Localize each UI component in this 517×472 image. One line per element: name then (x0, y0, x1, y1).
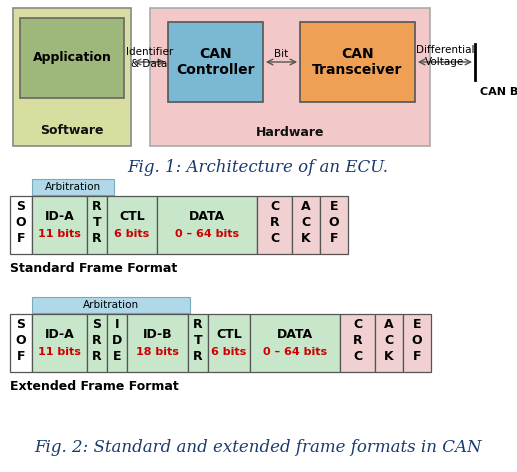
Text: E: E (413, 318, 421, 330)
Text: Controller: Controller (176, 63, 255, 77)
Text: Transceiver: Transceiver (312, 63, 403, 77)
Bar (300, 22, 415, 102)
Bar (375, 314, 403, 372)
Text: 18 bits: 18 bits (136, 347, 179, 357)
Text: E: E (113, 349, 121, 362)
Text: R: R (92, 334, 102, 346)
Bar (32, 314, 87, 372)
Text: F: F (330, 231, 338, 244)
Text: ID-A: ID-A (44, 210, 74, 222)
Text: 6 bits: 6 bits (114, 229, 149, 239)
Text: C: C (353, 318, 362, 330)
Bar (250, 314, 340, 372)
Text: A: A (301, 200, 311, 212)
Text: Software: Software (40, 125, 104, 137)
Text: Voltage: Voltage (425, 57, 465, 67)
Bar (208, 314, 250, 372)
Text: S: S (17, 200, 25, 212)
Text: CTL: CTL (216, 328, 242, 340)
Text: CAN: CAN (341, 47, 374, 61)
Text: R: R (193, 318, 203, 330)
Text: 0 – 64 bits: 0 – 64 bits (175, 229, 239, 239)
Text: O: O (16, 216, 26, 228)
Text: F: F (17, 349, 25, 362)
Bar (157, 196, 257, 254)
Text: O: O (412, 334, 422, 346)
Bar (13, 8, 131, 146)
Bar (320, 196, 348, 254)
Text: T: T (194, 334, 202, 346)
Bar (107, 314, 127, 372)
Text: Hardware: Hardware (256, 126, 324, 138)
Bar (127, 314, 188, 372)
Bar (168, 22, 263, 102)
Text: 6 bits: 6 bits (211, 347, 247, 357)
Bar (10, 314, 32, 372)
Text: K: K (301, 231, 311, 244)
Bar (292, 196, 320, 254)
Text: R: R (353, 334, 362, 346)
Bar (32, 196, 87, 254)
Text: Fig. 2: Standard and extended frame formats in CAN: Fig. 2: Standard and extended frame form… (34, 439, 482, 456)
Text: R: R (193, 349, 203, 362)
Text: Arbitration: Arbitration (45, 182, 101, 192)
Text: DATA: DATA (189, 210, 225, 222)
Text: C: C (270, 200, 279, 212)
Bar (188, 314, 208, 372)
Text: F: F (413, 349, 421, 362)
Text: Application: Application (33, 51, 112, 65)
Bar (10, 196, 32, 254)
Text: & Data: & Data (131, 59, 168, 69)
Text: 11 bits: 11 bits (38, 347, 81, 357)
Text: Standard Frame Format: Standard Frame Format (10, 262, 177, 275)
Text: R: R (92, 200, 102, 212)
Text: DATA: DATA (277, 328, 313, 340)
Bar (150, 8, 430, 146)
Text: 11 bits: 11 bits (38, 229, 81, 239)
Text: R: R (270, 216, 279, 228)
Bar (32, 297, 190, 313)
Text: C: C (270, 231, 279, 244)
Text: R: R (92, 231, 102, 244)
Bar (257, 196, 292, 254)
Text: R: R (92, 349, 102, 362)
Bar (87, 196, 107, 254)
Bar (340, 314, 375, 372)
Bar (107, 196, 157, 254)
Text: Fig. 1: Architecture of an ECU.: Fig. 1: Architecture of an ECU. (128, 160, 388, 177)
Text: Identifier: Identifier (126, 47, 173, 57)
Text: 0 – 64 bits: 0 – 64 bits (263, 347, 327, 357)
Text: A: A (384, 318, 394, 330)
Text: T: T (93, 216, 101, 228)
Text: C: C (385, 334, 393, 346)
Text: F: F (17, 231, 25, 244)
Text: Bit: Bit (275, 49, 288, 59)
Text: E: E (330, 200, 338, 212)
Text: C: C (301, 216, 311, 228)
Bar (403, 314, 431, 372)
Text: CAN Bus: CAN Bus (480, 87, 517, 97)
Bar (87, 314, 107, 372)
Text: O: O (329, 216, 339, 228)
Text: CAN: CAN (199, 47, 232, 61)
Text: S: S (17, 318, 25, 330)
Text: Extended Frame Format: Extended Frame Format (10, 380, 179, 393)
Text: ID-B: ID-B (143, 328, 172, 340)
Text: O: O (16, 334, 26, 346)
Text: ID-A: ID-A (44, 328, 74, 340)
Text: D: D (112, 334, 122, 346)
Text: CTL: CTL (119, 210, 145, 222)
Text: Differential: Differential (416, 45, 474, 55)
Bar (32, 179, 114, 195)
Text: S: S (93, 318, 101, 330)
Text: Arbitration: Arbitration (83, 300, 139, 310)
Text: I: I (115, 318, 119, 330)
Bar (20, 18, 124, 98)
Text: K: K (384, 349, 394, 362)
Text: C: C (353, 349, 362, 362)
